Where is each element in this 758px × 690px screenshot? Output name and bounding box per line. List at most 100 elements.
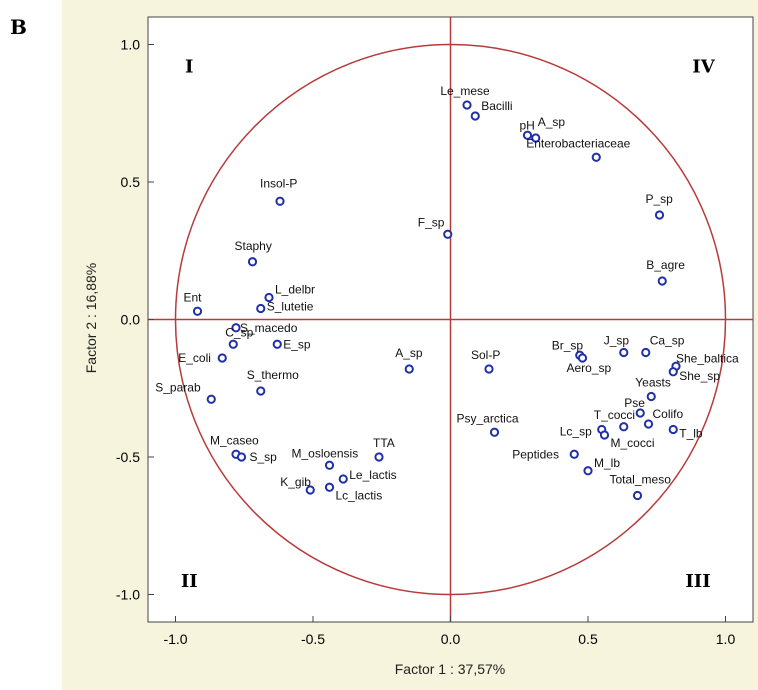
point-label: Sol-P <box>471 348 500 362</box>
data-point <box>522 130 533 140</box>
data-point <box>531 133 541 143</box>
data-point <box>256 303 266 314</box>
data-point <box>668 367 678 377</box>
data-point <box>443 229 453 239</box>
data-point <box>192 306 203 316</box>
x-tick-label: 0.0 <box>441 631 461 647</box>
data-point <box>228 339 238 349</box>
data-point <box>236 452 247 462</box>
data-point <box>305 485 315 495</box>
data-point <box>619 347 629 358</box>
y-tick-label: -1.0 <box>116 587 140 603</box>
quadrant-label: III <box>685 571 710 592</box>
reference-lines <box>148 17 753 622</box>
data-point <box>643 419 654 429</box>
data-point <box>583 466 593 476</box>
point-label: M_osloensis <box>292 446 359 460</box>
data-point <box>217 353 227 363</box>
point-label: Lc_sp <box>560 425 592 439</box>
point-label: T_lb <box>679 427 703 441</box>
x-tick-label: -1.0 <box>163 631 187 647</box>
point-label: S_lutetie <box>267 300 314 314</box>
data-point <box>591 152 601 162</box>
data-point <box>599 430 610 440</box>
point-label: K_gib <box>280 475 311 489</box>
data-point <box>324 460 335 470</box>
data-point <box>338 474 348 484</box>
point-label: M_caseo <box>210 433 259 447</box>
data-point <box>275 196 285 206</box>
axis-ticks: -1.0 -0.5 0.0 0.5 1.0 1.0 0.5 0.0 -0.5 -1.0 <box>116 37 736 648</box>
data-point <box>256 386 266 396</box>
point-label: T_cocci <box>594 408 635 422</box>
point-label: J_sp <box>604 334 630 348</box>
data-point <box>668 424 678 435</box>
point-label: Br_sp <box>552 338 584 352</box>
data-point <box>641 347 651 358</box>
point-label: S_parab <box>155 380 201 394</box>
point-label: Insol-P <box>260 176 297 190</box>
data-point <box>489 427 500 437</box>
data-point <box>206 394 216 404</box>
point-label: Bacilli <box>481 99 512 113</box>
quadrant-label: I <box>185 57 193 78</box>
point-label: Ca_sp <box>650 334 685 348</box>
correlation-circle <box>174 43 727 596</box>
y-tick-label: -0.5 <box>116 449 140 465</box>
point-label: Yeasts <box>635 376 671 390</box>
data-point <box>657 276 667 286</box>
point-label: Total_meso <box>610 473 672 487</box>
x-tick-label: -0.5 <box>301 631 325 647</box>
point-label: A_sp <box>395 346 423 360</box>
data-point <box>635 408 645 418</box>
point-label: Lc_lactis <box>336 488 383 502</box>
data-point <box>484 364 494 374</box>
point-label: E_coli <box>178 351 211 365</box>
point-label: C_sp <box>225 325 253 339</box>
point-label: pH <box>520 118 535 132</box>
y-tick-label: 1.0 <box>121 37 141 53</box>
quadrant-label: IV <box>692 57 715 78</box>
point-label: Peptides <box>512 447 559 461</box>
point-label: A_sp <box>538 115 566 129</box>
point-label: Staphy <box>235 239 272 253</box>
point-label: Pse <box>624 396 645 410</box>
point-label: Enterobacteriaceae <box>526 136 630 150</box>
point-label: S_macedo <box>240 321 298 335</box>
x-axis-title: Factor 1 : 37,57% <box>395 661 506 677</box>
point-label: TTA <box>373 436 395 450</box>
data-point <box>264 292 274 303</box>
data-point <box>646 391 656 402</box>
point-label: P_sp <box>646 192 674 206</box>
data-point <box>374 452 384 462</box>
point-label: Le_mese <box>440 84 490 98</box>
data-point <box>654 210 665 220</box>
data-point <box>577 353 588 363</box>
point-label: M_lb <box>594 456 620 470</box>
y-tick-label: 0.5 <box>121 174 141 190</box>
point-label: L_delbr <box>275 283 315 297</box>
data-point <box>462 100 472 110</box>
point-label: Psy_arctica <box>457 411 519 425</box>
quadrant-label: II <box>181 571 198 592</box>
point-label: Le_lactis <box>349 468 396 482</box>
point-label: S_thermo <box>247 368 299 382</box>
point-label: She_sp <box>679 369 720 383</box>
x-tick-label: 0.5 <box>578 631 598 647</box>
data-point <box>619 422 629 432</box>
point-label: E_sp <box>283 337 311 351</box>
point-label: M_cocci <box>611 436 655 450</box>
point-label: She_baltica <box>676 351 739 365</box>
panel-letter: B <box>10 15 27 39</box>
point-label: Ent <box>184 290 203 304</box>
x-tick-label: 1.0 <box>716 631 736 647</box>
point-label: Aero_sp <box>567 361 612 375</box>
y-tick-label: 0.0 <box>121 312 141 328</box>
point-label: S_sp <box>250 450 278 464</box>
data-point <box>632 490 643 501</box>
point-label: Colifo <box>653 407 684 421</box>
data-point <box>324 482 335 492</box>
